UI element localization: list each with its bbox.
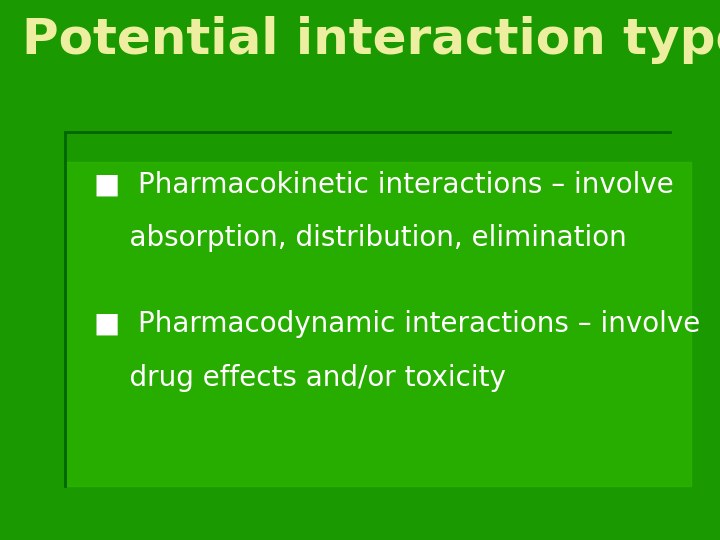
Text: drug effects and/or toxicity: drug effects and/or toxicity [94,364,505,393]
Text: Potential interaction types: Potential interaction types [22,16,720,64]
Text: ■  Pharmacokinetic interactions – involve: ■ Pharmacokinetic interactions – involve [94,170,673,198]
Text: ■  Pharmacodynamic interactions – involve: ■ Pharmacodynamic interactions – involve [94,310,700,339]
Text: absorption, distribution, elimination: absorption, distribution, elimination [94,224,626,252]
Bar [65,162,691,486]
